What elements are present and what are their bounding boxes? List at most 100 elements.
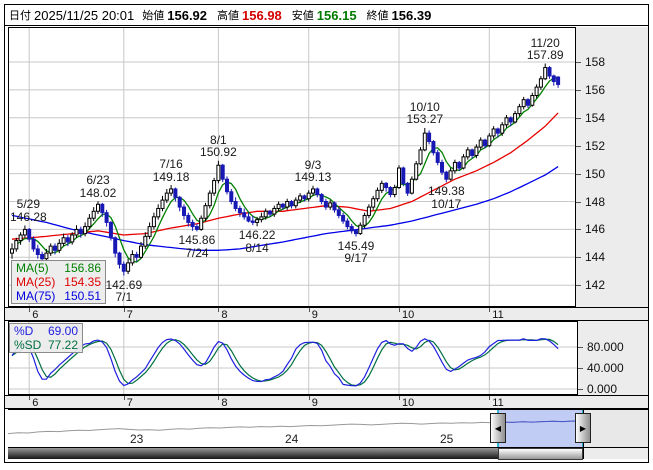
stochastic-axis: 80.000 40.000 0.000 <box>578 321 648 396</box>
candle <box>276 201 281 212</box>
candle <box>465 147 470 160</box>
candle <box>22 225 27 238</box>
axis-tick <box>399 396 400 400</box>
stochastic-chart[interactable]: %D 69.00 %SD 77.22 <box>8 321 578 395</box>
chart-annotation: 9/3 149.13 <box>294 157 332 185</box>
candle <box>358 222 363 235</box>
axis-tick <box>576 117 581 119</box>
overview-line <box>8 420 584 435</box>
price-tick-label: 156 <box>585 82 606 97</box>
ma75-value: 150.51 <box>64 289 101 303</box>
month-tick-label: 10 <box>402 397 415 409</box>
scrollbar-thumb[interactable] <box>498 448 583 460</box>
candle <box>414 161 419 181</box>
candle <box>526 98 530 109</box>
candle <box>160 195 165 212</box>
candle <box>461 154 466 170</box>
axis-tick <box>576 173 581 175</box>
price-tick-label: 146 <box>585 222 606 237</box>
chart-annotation: 145.86 7/24 <box>178 233 216 260</box>
candle <box>556 76 561 88</box>
candle <box>543 63 548 81</box>
axis-tick <box>576 62 581 63</box>
range-right-arrow-button[interactable]: ▶ <box>575 413 591 443</box>
candle <box>203 202 208 222</box>
candlestick-canvas <box>9 28 575 306</box>
candle <box>61 233 66 247</box>
axis-tick <box>576 201 581 203</box>
candle <box>194 223 199 232</box>
candle <box>169 185 174 196</box>
candle <box>117 251 122 269</box>
candle <box>289 200 294 209</box>
candle <box>121 261 126 276</box>
candle <box>422 127 427 152</box>
chart-annotation: 10/10 153.27 <box>406 99 444 127</box>
candle <box>362 212 367 229</box>
month-tick-label: 10 <box>402 309 415 321</box>
candle <box>151 212 156 230</box>
month-axis-main: 6 7 8 9 10 11 <box>5 307 648 321</box>
close-label: 終値 <box>366 10 389 22</box>
close-value: 156.39 <box>391 7 432 23</box>
candle <box>534 84 539 99</box>
candle <box>186 212 191 227</box>
range-left-arrow-button[interactable]: ◀ <box>490 413 506 443</box>
chart-annotation: 11/20 157.89 <box>526 35 564 63</box>
candle <box>375 187 380 202</box>
axis-tick <box>576 285 581 287</box>
ma25-line <box>11 112 559 240</box>
candle <box>388 186 393 198</box>
candle <box>10 243 14 259</box>
candle <box>513 110 518 124</box>
open-label: 始値 <box>142 10 165 22</box>
candle <box>259 212 264 223</box>
date-value: 2025/11/25 20:01 <box>34 7 135 23</box>
chart-annotation: 6/23 148.02 <box>79 173 117 200</box>
candle <box>332 201 337 213</box>
candle <box>354 229 358 237</box>
overview-blank-area <box>583 410 648 448</box>
pct-d-label: %D <box>14 324 34 338</box>
candle <box>250 215 255 226</box>
ma5-value: 156.86 <box>64 261 101 275</box>
candle <box>225 176 229 195</box>
stoch-gridlines <box>9 322 577 394</box>
scrollbar-track[interactable] <box>8 447 583 460</box>
month-tick-label: 11 <box>492 397 504 409</box>
candle <box>83 222 88 237</box>
price-axis: 158 156 154 152 150 148 146 144 142 <box>576 27 648 307</box>
candle <box>216 160 221 184</box>
candle <box>104 209 109 227</box>
price-tick-label: 152 <box>585 138 606 153</box>
overview-canvas <box>8 410 584 448</box>
chart-annotation: 149.38 10/17 <box>427 184 465 211</box>
stoch-tick-label: 0.000 <box>587 382 618 396</box>
candle <box>379 180 384 194</box>
candle <box>173 187 178 202</box>
candle <box>199 215 204 231</box>
candle <box>349 223 354 234</box>
candle <box>504 115 509 128</box>
quote-header: 日付 2025/11/25 20:01 始値 156.92 高値 156.98 … <box>5 5 648 26</box>
candle <box>220 163 225 182</box>
overview-pane[interactable]: 23 24 25 ◀ ▶ <box>8 409 648 448</box>
axis-tick <box>576 145 581 147</box>
candle <box>44 248 49 262</box>
axis-tick <box>489 308 491 312</box>
low-value: 156.15 <box>316 7 357 23</box>
candle <box>156 204 161 220</box>
candle <box>246 212 251 223</box>
candlestick-chart[interactable]: 5/29 146.28 6/23 148.02 142.69 7/1 7/16 149.18 1… <box>8 27 576 307</box>
axis-tick <box>123 396 125 400</box>
candle <box>487 133 492 148</box>
candle <box>280 202 285 210</box>
candle <box>134 251 139 262</box>
axis-tick <box>308 396 310 400</box>
axis-tick <box>399 308 400 312</box>
high-value: 156.98 <box>242 7 282 23</box>
candle <box>272 205 277 217</box>
axis-tick <box>489 396 491 400</box>
pct-d-line <box>11 338 559 387</box>
axis-tick <box>218 396 220 400</box>
